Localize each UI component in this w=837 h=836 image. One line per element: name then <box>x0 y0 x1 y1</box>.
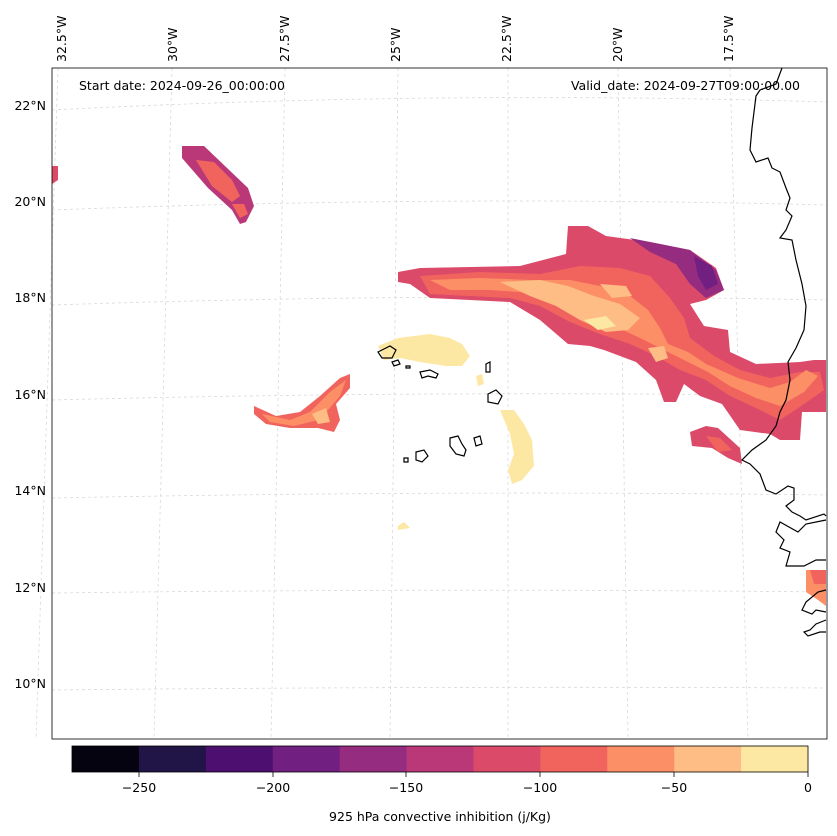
cin-region-cape-verde-south <box>500 410 534 484</box>
cin-region-guinea-patch-core <box>810 570 826 584</box>
cin-region-south-patch-core <box>706 436 732 452</box>
colorbar-swatch <box>72 746 140 772</box>
colorbar-swatch <box>540 746 608 772</box>
colorbar-tick-label-100: −100 <box>523 780 557 795</box>
cin-region-isolated-dot <box>398 522 410 530</box>
cin-region-west-arc-orange <box>262 380 346 426</box>
colorbar-swatch <box>272 746 341 772</box>
map-border <box>51 67 828 740</box>
colorbar-swatch <box>473 746 541 772</box>
colorbar-swatch <box>406 746 474 772</box>
colorbar-swatch <box>205 746 274 772</box>
africa-coastline <box>740 67 827 637</box>
cin-region-main-deep <box>694 256 718 290</box>
coastlines <box>377 67 827 637</box>
lon-label-22-5w: 22.5°W <box>499 16 514 62</box>
colorbar-swatch <box>674 746 742 772</box>
colorbar-swatch <box>138 746 207 772</box>
longitude-labels: 32.5°W 30°W 27.5°W 25°W 22.5°W 20°W 17.5… <box>54 16 736 62</box>
lon-label-30w: 30°W <box>165 27 180 62</box>
start-date-label: Start date: 2024-09-26_00:00:00 <box>79 78 285 93</box>
lat-label-16n: 16°N <box>14 387 46 402</box>
colorbar-tick-label-50: −50 <box>661 780 687 795</box>
cin-region-main-orange <box>430 278 818 406</box>
valid-date-label: Valid_date: 2024-09-27T09:00:00.00 <box>571 78 800 93</box>
island-sao-nicolau <box>419 369 439 379</box>
island-sal <box>485 361 491 373</box>
island-boa-vista <box>487 389 503 405</box>
cin-contours <box>52 146 826 606</box>
lat-label-14n: 14°N <box>14 483 46 498</box>
lon-label-17-5w: 17.5°W <box>721 16 736 62</box>
colorbar-tick-label-150: −150 <box>389 780 423 795</box>
cin-region-nw-core <box>196 160 240 202</box>
lon-label-32-5w: 32.5°W <box>54 16 69 62</box>
island-santo-antao <box>377 345 397 359</box>
cin-region-main-purple <box>630 238 724 298</box>
colorbar-tick-label-0: 0 <box>804 780 812 795</box>
lon-label-27-5w: 27.5°W <box>277 16 292 62</box>
lat-label-20n: 20°N <box>14 194 46 209</box>
colorbar: −250 −200 −150 −100 −50 0 925 hPa convec… <box>71 745 812 824</box>
island-sao-vicente <box>391 359 401 367</box>
lat-label-12n: 12°N <box>14 580 46 595</box>
lat-label-10n: 10°N <box>14 676 46 691</box>
colorbar-border <box>71 745 809 773</box>
latitude-labels: 22°N 20°N 18°N 16°N 14°N 12°N 10°N <box>14 98 46 691</box>
colorbar-tick-label-200: −200 <box>256 780 290 795</box>
graticule <box>35 67 828 740</box>
lon-label-20w: 20°W <box>610 27 625 62</box>
lat-label-22n: 22°N <box>14 98 46 113</box>
island-santiago <box>449 435 467 457</box>
map-frame <box>52 68 827 739</box>
cin-region-main-peach-c <box>600 284 632 298</box>
colorbar-title: 925 hPa convective inhibition (j/Kg) <box>329 809 551 824</box>
cin-region-west-arc-peach <box>312 408 330 424</box>
lat-label-18n: 18°N <box>14 290 46 305</box>
island-santa-luzia <box>405 365 411 369</box>
cin-region-main-peach-b <box>648 346 668 362</box>
island-fogo <box>415 449 429 463</box>
colorbar-swatch <box>741 746 809 772</box>
colorbar-swatches <box>72 746 809 772</box>
island-brava <box>403 457 409 463</box>
cin-region-nw-tail <box>232 204 248 218</box>
colorbar-ticks <box>138 772 809 777</box>
colorbar-swatch <box>339 746 408 772</box>
lon-label-25w: 25°W <box>388 27 403 62</box>
island-maio <box>473 435 483 447</box>
colorbar-swatch <box>607 746 675 772</box>
cin-region-main-light <box>584 316 616 330</box>
cin-region-west-edge <box>52 166 58 184</box>
colorbar-tick-label-250: −250 <box>122 780 156 795</box>
cin-region-isolated-dot-b <box>476 374 484 386</box>
cin-region-cape-verde-north <box>378 334 470 366</box>
